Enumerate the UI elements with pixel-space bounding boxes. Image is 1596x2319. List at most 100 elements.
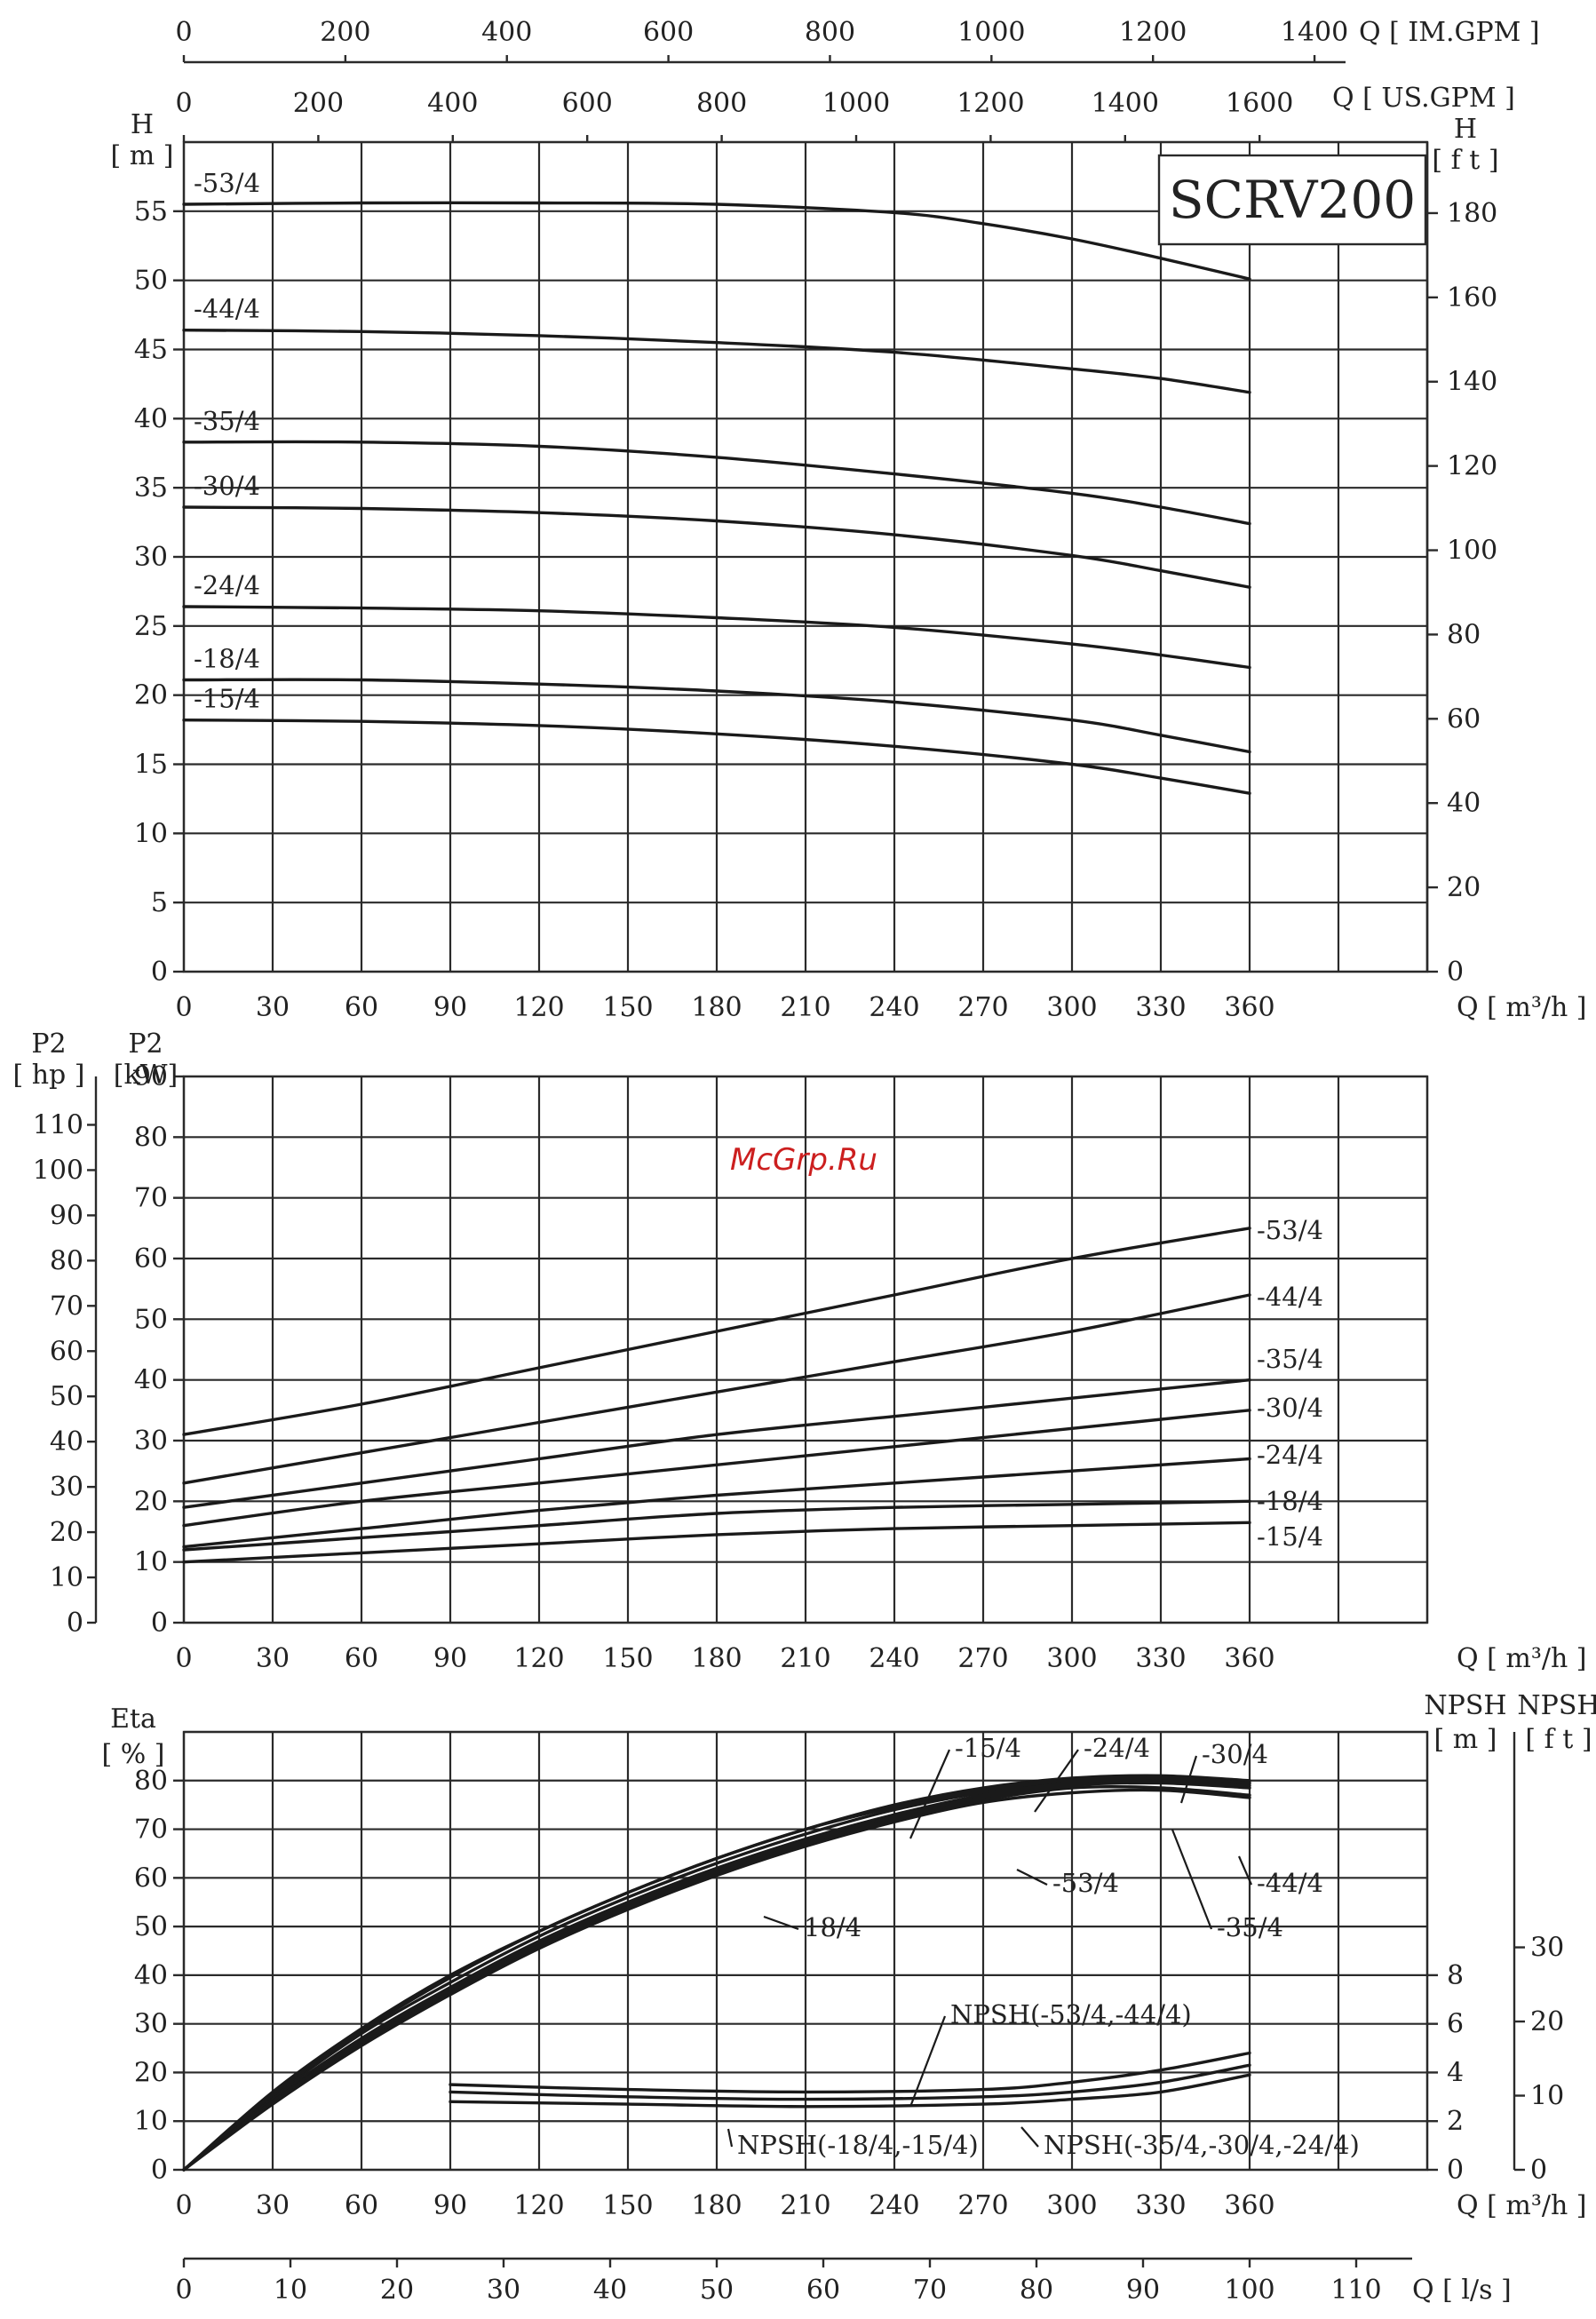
eta-ytick-80: 80 <box>134 1766 168 1797</box>
eta-xtick-330: 330 <box>1135 2190 1186 2221</box>
head-ytick-20: 20 <box>134 680 168 711</box>
ls-tick-30: 30 <box>487 2275 520 2306</box>
eta-ytick-40: 40 <box>134 1960 168 1991</box>
npsh-m-label-line-0: NPSH <box>1424 1690 1506 1721</box>
power-xtick-60: 60 <box>345 1643 378 1674</box>
head-ytick-50: 50 <box>134 266 168 297</box>
eta-curve--35/4 <box>182 1781 1251 2172</box>
head-ylabel-line-0: H <box>131 109 154 140</box>
head-curve--35/4 <box>182 440 1251 526</box>
head-curve-label--44/4: -44/4 <box>194 294 260 324</box>
eta-curve-NPSH(-35/4,-30/4,-24/4) <box>449 2063 1251 2101</box>
power-ytick-50: 50 <box>134 1304 168 1335</box>
head-ytick-25: 25 <box>134 611 168 642</box>
imgpm-tick-1400: 1400 <box>1281 17 1348 48</box>
power-ytick-10: 10 <box>134 1547 168 1578</box>
eta-leader--30/4 <box>1179 1755 1198 1804</box>
imgpm-tick-0: 0 <box>175 17 192 48</box>
power-ylabel-hp-line-0: P2 <box>31 1028 66 1060</box>
eta-curve-label-NPSH(-53/4,-44/4): NPSH(-53/4,-44/4) <box>950 1999 1192 2029</box>
ls-tick-100: 100 <box>1224 2275 1274 2306</box>
power-xtick-360: 360 <box>1224 1643 1274 1674</box>
ls-tick-60: 60 <box>806 2275 840 2306</box>
head-curve-label--15/4: -15/4 <box>194 684 260 714</box>
npsh-m-tick-4: 4 <box>1447 2057 1464 2088</box>
head-curve--53/4 <box>182 201 1251 281</box>
usgpm-tick-1400: 1400 <box>1092 88 1159 119</box>
head-xtick-330: 330 <box>1135 992 1186 1023</box>
eta-leader--24/4 <box>1034 1749 1079 1813</box>
head-ylabel-right-line-0: H <box>1454 114 1477 145</box>
power-hp-tick-10: 10 <box>50 1562 83 1593</box>
head-curve--18/4 <box>182 678 1251 754</box>
head-ft-tick-20: 20 <box>1447 872 1481 903</box>
power-hp-tick-60: 60 <box>50 1336 83 1367</box>
eta-xtick-150: 150 <box>602 2190 653 2221</box>
eta-curve-label-18/4: 18/4 <box>804 1912 862 1942</box>
npsh-m-tick-2: 2 <box>1447 2106 1464 2137</box>
eta-curve--44/4 <box>182 1784 1251 2172</box>
power-curve-label--24/4: -24/4 <box>1257 1440 1323 1470</box>
head-xtick-240: 240 <box>869 992 919 1023</box>
npsh-ft-label-line-1: [ f t ] <box>1525 1724 1592 1755</box>
power-ytick-70: 70 <box>134 1183 168 1214</box>
eta-ytick-60: 60 <box>134 1862 168 1894</box>
power-curve-label--18/4: -18/4 <box>1257 1486 1323 1516</box>
power-curve-label--35/4: -35/4 <box>1257 1344 1323 1374</box>
eta-curve-label-NPSH(-18/4,-15/4): NPSH(-18/4,-15/4) <box>737 2130 979 2160</box>
power-curve--18/4 <box>182 1499 1251 1552</box>
usgpm-tick-1000: 1000 <box>822 88 890 119</box>
eta-xlabel: Q [ m³/h ] <box>1457 2190 1587 2221</box>
power-xtick-210: 210 <box>780 1643 830 1674</box>
eta-ytick-50: 50 <box>134 1911 168 1942</box>
power-xtick-150: 150 <box>602 1643 653 1674</box>
power-ytick-80: 80 <box>134 1122 168 1153</box>
eta-xtick-90: 90 <box>433 2190 467 2221</box>
npsh-m-tick-6: 6 <box>1447 2009 1464 2040</box>
power-ytick-0: 0 <box>151 1608 168 1639</box>
power-hp-tick-110: 110 <box>33 1109 83 1140</box>
power-xtick-0: 0 <box>175 1643 192 1674</box>
eta-ytick-30: 30 <box>134 2009 168 2040</box>
power-curve--30/4 <box>182 1409 1251 1528</box>
ls-tick-0: 0 <box>175 2275 192 2306</box>
eta-xtick-240: 240 <box>869 2190 919 2221</box>
npsh-m-label-line-1: [ m ] <box>1434 1724 1497 1755</box>
power-ylabel-line-1: [kW] <box>114 1060 178 1091</box>
ls-tick-20: 20 <box>380 2275 414 2306</box>
power-hp-tick-90: 90 <box>50 1200 83 1231</box>
imgpm-tick-1000: 1000 <box>957 17 1025 48</box>
eta-leader-NPSH(-53/4,-44/4) <box>909 2015 947 2108</box>
head-ytick-5: 5 <box>151 887 168 918</box>
chart-title: SCRV200 <box>1169 170 1416 230</box>
power-hp-tick-0: 0 <box>67 1608 83 1639</box>
eta-ytick-70: 70 <box>134 1815 168 1846</box>
usgpm-tick-400: 400 <box>427 88 478 119</box>
eta-xtick-270: 270 <box>957 2190 1008 2221</box>
power-hp-tick-20: 20 <box>50 1517 83 1548</box>
power-curve--44/4 <box>182 1293 1251 1485</box>
eta-curve-18/4 <box>182 1776 1251 2172</box>
head-ft-tick-100: 100 <box>1447 536 1497 567</box>
head-curve-label--30/4: -30/4 <box>194 471 260 501</box>
power-curve-label--30/4: -30/4 <box>1257 1393 1323 1423</box>
imgpm-tick-400: 400 <box>481 17 532 48</box>
power-curve-label--44/4: -44/4 <box>1257 1282 1323 1312</box>
npsh-ft-label-line-0: NPSH <box>1517 1690 1596 1721</box>
power-xtick-30: 30 <box>256 1643 290 1674</box>
head-curve--44/4 <box>182 329 1251 394</box>
power-curve--35/4 <box>182 1378 1251 1509</box>
eta-ytick-0: 0 <box>151 2155 168 2186</box>
head-curve--15/4 <box>182 719 1251 795</box>
power-ylabel-hp-line-1: [ hp ] <box>12 1060 84 1091</box>
npsh-m-tick-8: 8 <box>1447 1960 1464 1991</box>
power-hp-tick-80: 80 <box>50 1245 83 1276</box>
power-hp-tick-40: 40 <box>50 1426 83 1457</box>
title-box <box>1157 154 1427 246</box>
eta-leader-NPSH(-35/4,-30/4,-24/4) <box>1020 2126 1039 2148</box>
usgpm-tick-200: 200 <box>293 88 344 119</box>
head-ytick-55: 55 <box>134 196 168 227</box>
eta-curve-NPSH(-18/4,-15/4) <box>449 2073 1251 2109</box>
eta-ylabel-line-1: [ % ] <box>102 1739 165 1770</box>
power-curve-label--53/4: -53/4 <box>1257 1215 1323 1245</box>
